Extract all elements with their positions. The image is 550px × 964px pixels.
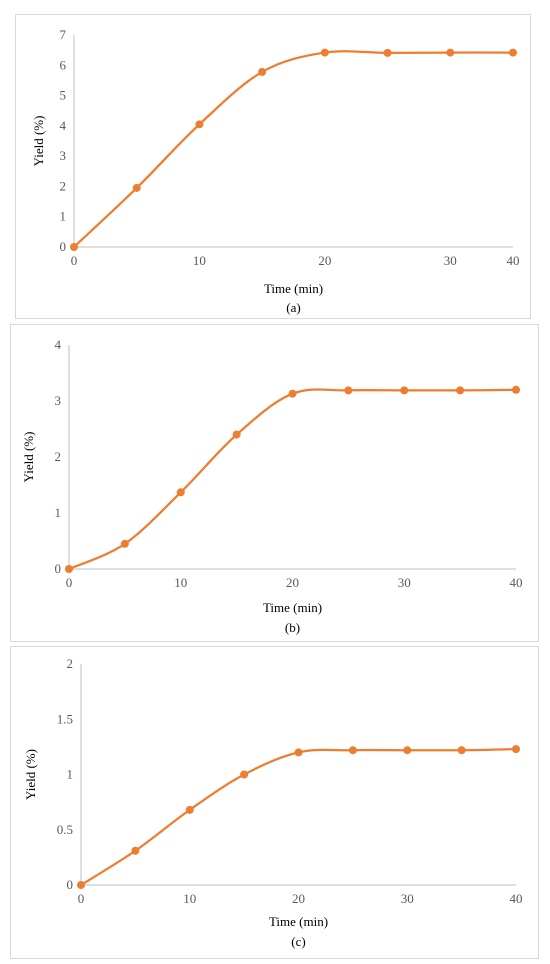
data-point-c [348,746,357,755]
data-point-a [70,243,78,251]
data-point-b [232,430,241,439]
x-tick-label-a: 10 [193,253,206,268]
panel-label-b: (b) [285,620,300,635]
y-tick-label-a: 7 [60,27,67,42]
y-tick-label-b: 3 [55,393,62,408]
panel-label-a: (a) [286,300,300,315]
x-tick-label-c: 30 [401,891,414,906]
y-tick-label-a: 2 [60,178,67,193]
x-tick-label-c: 20 [292,891,305,906]
data-point-b [456,386,465,395]
x-axis-title-c: Time (min) [269,914,328,929]
data-point-a [383,48,392,57]
x-tick-label-c: 40 [510,891,523,906]
series-line-c [80,747,517,886]
y-tick-label-a: 1 [60,209,67,224]
chart-panel-c: 0 0.5 1 1.5 2 0 10 20 30 40 Time (min) Yield (%) (c) [10,646,539,959]
y-tick-label-a: 3 [60,148,67,163]
chart-panel-a: 0 1 2 3 4 5 6 7 0 10 20 30 40 Time (min) Yield (%) (a) [15,14,531,319]
data-point-c [457,746,466,755]
data-point-c [294,748,303,757]
y-tick-label-a: 4 [60,118,67,133]
y-tick-label-b: 0 [55,561,62,576]
data-point-b [512,385,520,394]
chart-a: 0 1 2 3 4 5 6 7 0 10 20 30 40 Time (min) Yield (%) (a) [31,27,520,315]
x-tick-label-a: 40 [507,253,520,268]
data-point-c [131,846,140,855]
series-line-a [73,50,514,248]
data-point-b [120,539,129,548]
data-point-c [77,881,85,889]
series-line-b [68,388,517,571]
data-point-a [195,120,204,129]
y-tick-label-c: 1 [67,767,74,782]
y-axis-title-b: Yield (%) [21,432,36,483]
y-tick-label-c: 1.5 [57,711,73,726]
x-tick-label-c: 0 [78,891,85,906]
x-tick-label-a: 20 [318,253,331,268]
y-tick-label-c: 0 [67,877,74,892]
x-tick-label-c: 10 [183,891,196,906]
x-tick-label-b: 10 [174,575,187,590]
data-point-b [400,386,409,395]
x-tick-label-b: 0 [66,575,73,590]
chart-panel-b: 0 1 2 3 4 0 10 20 30 40 Time (min) Yield (%) (b) [10,324,539,642]
data-point-b [65,565,73,573]
y-tick-label-b: 1 [55,505,62,520]
data-point-c [403,746,412,755]
x-axis-title-b: Time (min) [263,600,322,615]
y-axis-title-c: Yield (%) [23,749,38,800]
y-tick-label-c: 0.5 [57,822,73,837]
panel-label-c: (c) [291,934,305,949]
data-point-a [320,48,329,57]
data-point-c [240,770,249,779]
x-tick-label-a: 30 [444,253,457,268]
x-tick-label-b: 20 [286,575,299,590]
x-tick-label-b: 40 [510,575,523,590]
x-tick-label-a: 0 [71,253,78,268]
x-axis-title-a: Time (min) [264,281,323,296]
y-axis-title-a: Yield (%) [31,116,46,167]
data-point-a [446,48,455,57]
data-point-a [509,48,517,57]
y-tick-label-a: 6 [60,57,67,72]
data-point-b [176,488,185,497]
data-point-a [132,183,141,192]
data-point-a [258,67,267,76]
data-point-c [185,805,194,814]
x-tick-label-b: 30 [398,575,411,590]
data-point-b [288,389,297,398]
y-tick-label-b: 4 [55,337,62,352]
y-tick-label-b: 2 [55,449,62,464]
y-tick-label-c: 2 [67,656,74,671]
data-point-b [344,386,353,395]
data-point-c [512,745,520,754]
y-tick-label-a: 5 [60,88,67,103]
y-tick-label-a: 0 [60,239,67,254]
